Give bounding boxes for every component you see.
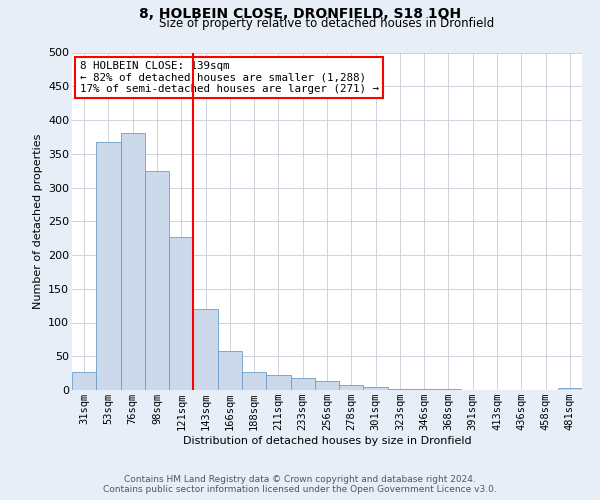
Bar <box>266 375 290 390</box>
Text: 8, HOLBEIN CLOSE, DRONFIELD, S18 1QH: 8, HOLBEIN CLOSE, DRONFIELD, S18 1QH <box>139 8 461 22</box>
Title: Size of property relative to detached houses in Dronfield: Size of property relative to detached ho… <box>160 18 494 30</box>
Bar <box>218 351 242 390</box>
Bar <box>169 238 193 390</box>
Text: 8 HOLBEIN CLOSE: 139sqm
← 82% of detached houses are smaller (1,288)
17% of semi: 8 HOLBEIN CLOSE: 139sqm ← 82% of detache… <box>80 61 379 94</box>
Bar <box>290 378 315 390</box>
Bar <box>72 372 96 390</box>
Bar <box>145 172 169 390</box>
Bar <box>315 381 339 390</box>
Bar <box>121 133 145 390</box>
X-axis label: Distribution of detached houses by size in Dronfield: Distribution of detached houses by size … <box>182 436 472 446</box>
Bar <box>96 142 121 390</box>
Bar <box>242 372 266 390</box>
Text: Contains HM Land Registry data © Crown copyright and database right 2024.
Contai: Contains HM Land Registry data © Crown c… <box>103 474 497 494</box>
Y-axis label: Number of detached properties: Number of detached properties <box>32 134 43 309</box>
Bar <box>388 388 412 390</box>
Bar <box>558 388 582 390</box>
Bar <box>339 386 364 390</box>
Bar <box>364 388 388 390</box>
Bar <box>193 309 218 390</box>
